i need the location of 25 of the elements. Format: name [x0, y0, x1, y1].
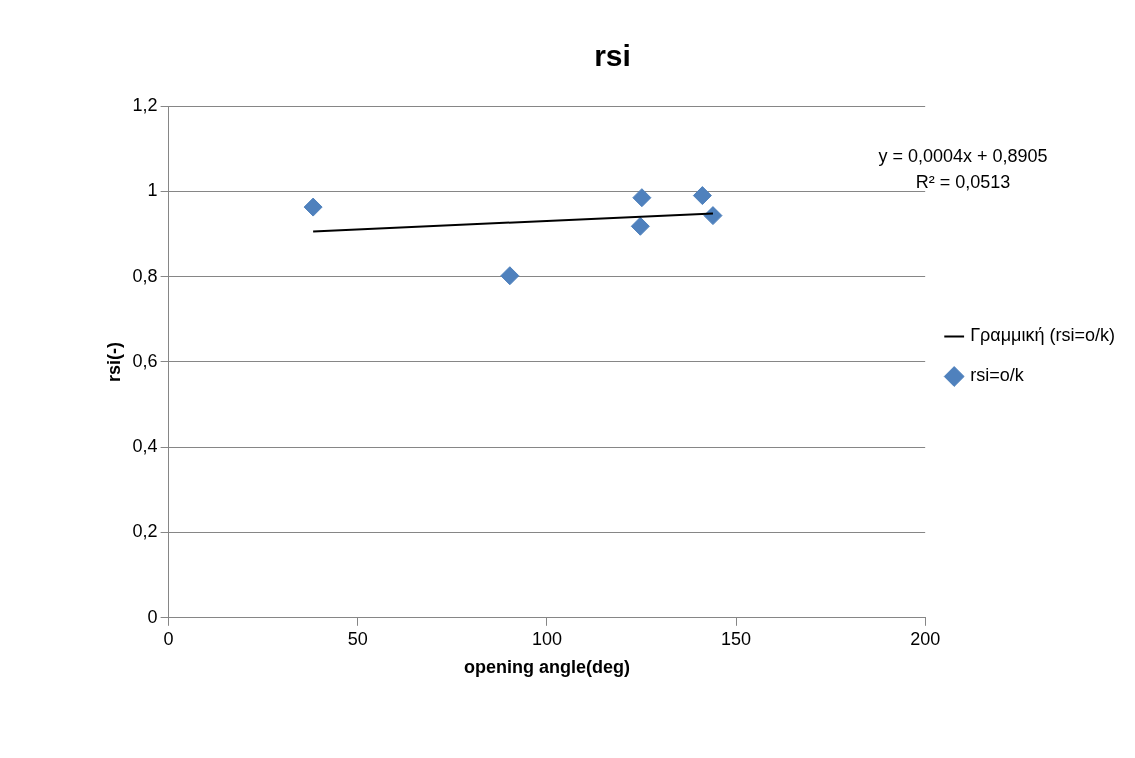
y-tick-label: 1	[147, 180, 158, 201]
point	[632, 188, 652, 208]
x-tick-label: 50	[347, 628, 368, 649]
point	[630, 216, 650, 236]
x-tick-label: 0	[163, 628, 174, 649]
y-tick-label: 0,8	[132, 265, 158, 286]
legend-label: Γραμμική (rsi=o/k)	[970, 325, 1116, 346]
x-tick-label: 200	[910, 628, 941, 649]
legend-label: rsi=o/k	[970, 365, 1025, 386]
point	[303, 197, 323, 217]
y-tick-label: 0,6	[132, 350, 158, 371]
annotation: y = 0,0004x + 0,8905	[878, 145, 1048, 166]
y-tick-label: 0,4	[132, 436, 158, 457]
y-tick-label: 1,2	[132, 94, 158, 115]
y-tick-label: 0	[147, 606, 158, 627]
x-axis-title: opening angle(deg)	[463, 657, 630, 678]
y-tick-label: 0,2	[132, 521, 158, 542]
x-tick-label: 100	[531, 628, 562, 649]
point	[692, 186, 712, 206]
x-tick-label: 150	[721, 628, 752, 649]
chart-title: rsi	[594, 39, 631, 73]
y-axis-title: rsi(-)	[103, 341, 124, 382]
point	[500, 266, 520, 286]
annotation: R² = 0,0513	[915, 171, 1011, 192]
point	[703, 206, 723, 226]
